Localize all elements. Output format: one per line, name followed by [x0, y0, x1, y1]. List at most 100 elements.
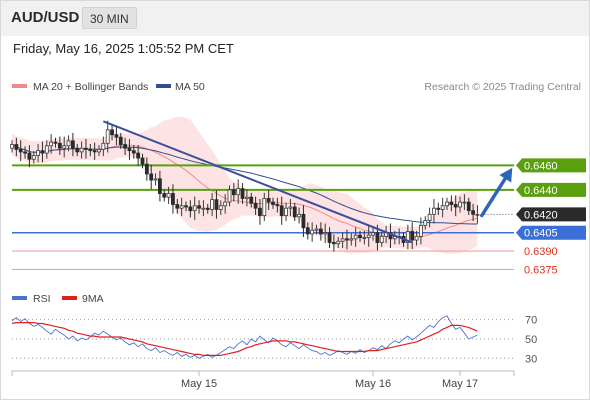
candle: [462, 194, 467, 211]
candle: [244, 189, 249, 207]
candle: [405, 224, 410, 250]
price-plot: 0.6460 0.6440 0.6405 0.6390 0.6375 0.6420: [10, 116, 586, 276]
rsi-plot: 70 50 30: [11, 315, 537, 365]
candle: [118, 132, 123, 149]
candle: [349, 233, 354, 246]
rsi-tick-label: 50: [525, 334, 537, 346]
candle-body: [279, 205, 284, 216]
candle: [66, 135, 71, 152]
legend-label-bollinger: MA 20 + Bollinger Bands: [33, 81, 148, 93]
candle: [110, 124, 114, 141]
legend-label-rsi: RSI: [33, 293, 51, 305]
candle-body: [149, 173, 154, 181]
candle-body: [71, 140, 75, 149]
candle: [201, 200, 206, 217]
candle-body: [340, 238, 345, 242]
candle: [449, 195, 454, 212]
candle: [445, 197, 449, 211]
pivot-tag-bg: [516, 225, 586, 240]
candle: [340, 232, 345, 248]
candle-body: [110, 129, 114, 136]
candle-body: [92, 150, 97, 153]
last-price-tag: 0.6420: [516, 207, 586, 222]
candle-body: [118, 136, 123, 145]
symbol-title: AUD/USD: [11, 9, 80, 26]
candle-body: [379, 235, 384, 243]
candle-body: [27, 152, 32, 160]
candle: [140, 153, 145, 169]
candle: [223, 194, 228, 214]
candle: [36, 143, 40, 163]
candle: [432, 199, 436, 224]
legend-label-ma50: MA 50: [175, 81, 205, 93]
candle-body: [31, 155, 36, 160]
candle: [97, 145, 101, 157]
candle-body: [192, 205, 197, 212]
candle: [336, 236, 341, 248]
candle-body: [388, 232, 393, 240]
candle-body: [358, 234, 362, 238]
candle-body: [371, 232, 375, 236]
candle: [175, 199, 180, 214]
candle: [345, 229, 349, 250]
candle-body: [310, 229, 315, 235]
candle: [44, 140, 49, 159]
candle-body: [349, 238, 354, 241]
candle-body: [140, 157, 145, 165]
candle-body: [284, 207, 288, 216]
candle: [131, 145, 136, 159]
candle-body: [475, 213, 480, 216]
candle-body: [405, 231, 410, 243]
rsi-tick-label: 30: [525, 353, 537, 365]
candle-body: [136, 152, 141, 159]
resistance-2-tag-bg: [516, 158, 586, 173]
candle-body: [375, 232, 380, 243]
rsi-line: [11, 315, 478, 359]
candle: [262, 192, 267, 222]
candle-body: [410, 231, 415, 241]
trendline: [102, 120, 413, 244]
candle: [166, 186, 171, 204]
candle: [331, 234, 336, 252]
candle: [275, 197, 280, 213]
candle-body: [75, 147, 80, 153]
timeframe-badge[interactable]: 30 MIN: [82, 7, 137, 29]
candle: [258, 199, 262, 225]
candle-body: [240, 188, 245, 199]
candle-body: [292, 206, 297, 218]
candle: [144, 157, 149, 181]
candle-body: [166, 193, 171, 198]
candle-body: [227, 189, 232, 203]
candle-body: [218, 205, 223, 210]
candle-body: [262, 198, 267, 216]
candle: [471, 203, 476, 222]
candle-body: [275, 204, 280, 207]
candle-body: [440, 205, 445, 210]
candle: [71, 132, 75, 157]
candle: [305, 222, 310, 240]
candle-body: [49, 141, 54, 147]
candle: [358, 230, 362, 242]
candle-body: [62, 145, 67, 149]
candle: [10, 140, 14, 153]
candle-body: [427, 213, 432, 221]
candle: [53, 137, 58, 148]
candle-body: [205, 207, 210, 210]
candle: [458, 196, 462, 213]
candle: [49, 134, 54, 154]
candle: [57, 136, 62, 155]
candle: [301, 205, 306, 237]
candle: [284, 202, 288, 222]
candle-body: [162, 193, 167, 198]
candle-body: [171, 193, 175, 205]
resistance-2-tag-text: 0.6460: [524, 160, 558, 172]
candle: [414, 230, 419, 246]
candle: [427, 207, 432, 228]
candle: [88, 143, 93, 157]
candle: [362, 230, 367, 245]
candle-body: [453, 204, 458, 208]
candle-body: [18, 149, 23, 153]
candle: [40, 141, 45, 163]
candle-body: [418, 224, 423, 237]
